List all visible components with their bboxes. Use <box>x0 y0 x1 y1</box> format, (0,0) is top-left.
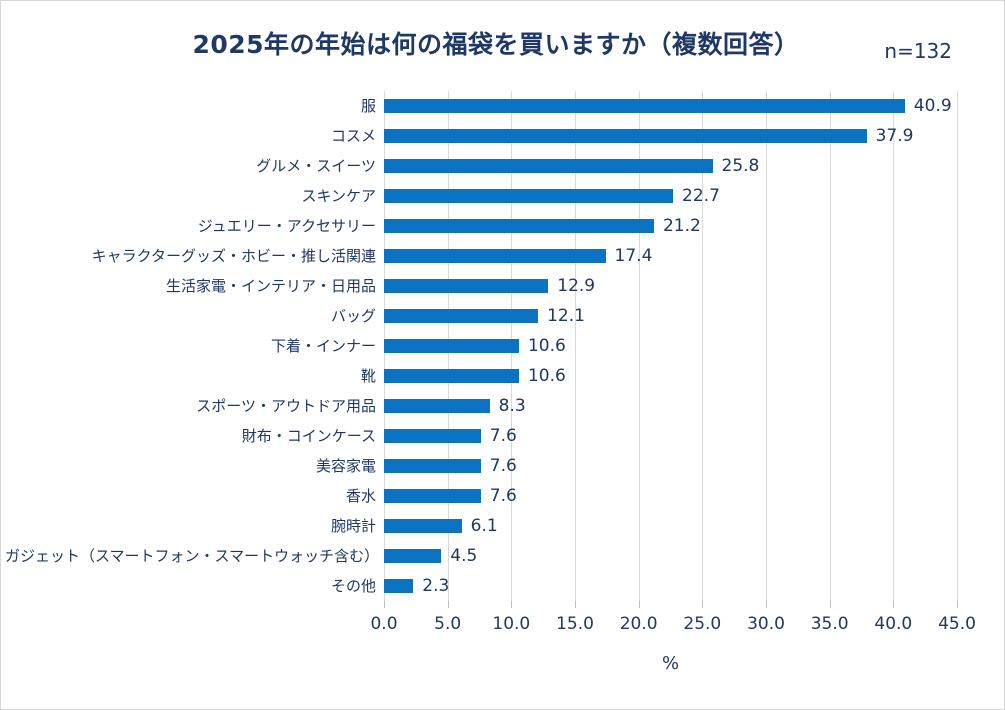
bar <box>384 309 539 323</box>
category-label: コスメ <box>330 127 376 145</box>
category-label: 下着・インナー <box>270 337 376 355</box>
bar <box>384 459 481 473</box>
value-label: 6.1 <box>470 516 498 536</box>
gridline <box>575 91 576 601</box>
gridline <box>957 91 958 601</box>
x-axis-tickmark <box>447 601 449 608</box>
x-axis-tickmark <box>575 601 576 608</box>
bar <box>384 129 867 143</box>
gridline <box>829 91 831 601</box>
category-label: キャラクターグッズ・ホビー・推し活関連 <box>91 247 376 265</box>
value-label: 12.1 <box>547 306 585 326</box>
bar <box>384 159 713 173</box>
bar <box>384 399 490 413</box>
x-axis-tickmark <box>511 601 513 608</box>
value-label: 40.9 <box>913 96 952 116</box>
category-label: バッグ <box>330 307 376 325</box>
x-tick-label: 45.0 <box>938 614 976 634</box>
value-label: 7.6 <box>489 456 517 476</box>
value-label: 12.9 <box>557 276 596 296</box>
value-label: 7.6 <box>489 426 517 446</box>
value-label: 2.3 <box>422 576 450 596</box>
bar <box>384 189 674 203</box>
x-tick-label: 40.0 <box>874 614 913 634</box>
value-label: 37.9 <box>875 126 914 146</box>
value-label: 10.6 <box>527 366 566 386</box>
x-axis-tickmark <box>766 601 767 608</box>
x-axis-tickmark <box>702 601 704 608</box>
category-label: 生活家電・インテリア・日用品 <box>165 277 376 295</box>
x-tick-label: 5.0 <box>434 614 462 634</box>
chart-title: 2025年の年始は何の福袋を買いますか（複数回答） <box>192 30 800 59</box>
bar <box>384 219 654 233</box>
bar <box>384 369 519 383</box>
value-label: 4.5 <box>450 546 478 566</box>
category-label: 美容家電 <box>315 457 376 475</box>
x-tick-label: 30.0 <box>747 614 785 634</box>
category-label: 服 <box>360 97 376 115</box>
value-label: 22.7 <box>682 186 720 206</box>
category-label: ジュエリー・アクセサリー <box>197 217 376 235</box>
category-label: グルメ・スイーツ <box>256 157 376 175</box>
x-axis-tickmark <box>957 601 958 608</box>
bar <box>384 579 414 593</box>
x-axis-tickmark <box>384 601 385 608</box>
value-label: 7.6 <box>489 486 517 506</box>
value-label: 8.3 <box>498 396 526 416</box>
x-tick-label: 0.0 <box>370 614 398 634</box>
category-label: ガジェット（スマートフォン・スマートウォッチ含む） <box>5 547 380 565</box>
gridline <box>702 91 704 601</box>
category-label: スポーツ・アウトドア用品 <box>196 397 376 415</box>
value-label: 25.8 <box>721 156 760 176</box>
bar <box>384 249 606 263</box>
x-axis-tickmark <box>829 601 831 608</box>
x-tick-label: 35.0 <box>810 614 849 634</box>
gridline <box>638 91 640 601</box>
bar <box>384 279 549 293</box>
category-label: 財布・コインケース <box>241 427 376 445</box>
x-tick-label: 15.0 <box>556 614 594 634</box>
bar <box>384 549 442 563</box>
gridline <box>893 91 895 601</box>
bar <box>384 339 519 353</box>
category-label: 靴 <box>360 367 376 385</box>
bar <box>384 489 481 503</box>
x-axis-title: % <box>661 653 680 674</box>
category-label: 香水 <box>345 487 376 505</box>
sample-size-label: n=132 <box>884 39 952 63</box>
value-label: 10.6 <box>527 336 566 356</box>
x-tick-label: 25.0 <box>683 614 722 634</box>
value-label: 21.2 <box>662 216 701 236</box>
x-tick-label: 10.0 <box>492 614 531 634</box>
bar <box>384 99 905 113</box>
bar <box>384 519 462 533</box>
value-label: 17.4 <box>614 246 653 266</box>
x-axis-tickmark <box>893 601 895 608</box>
bar <box>384 429 481 443</box>
category-label: 腕時計 <box>330 517 376 535</box>
gridline <box>766 91 767 601</box>
category-label: スキンケア <box>301 187 376 205</box>
x-tick-label: 20.0 <box>619 614 658 634</box>
category-label: その他 <box>330 577 376 595</box>
x-axis-tickmark <box>638 601 640 608</box>
